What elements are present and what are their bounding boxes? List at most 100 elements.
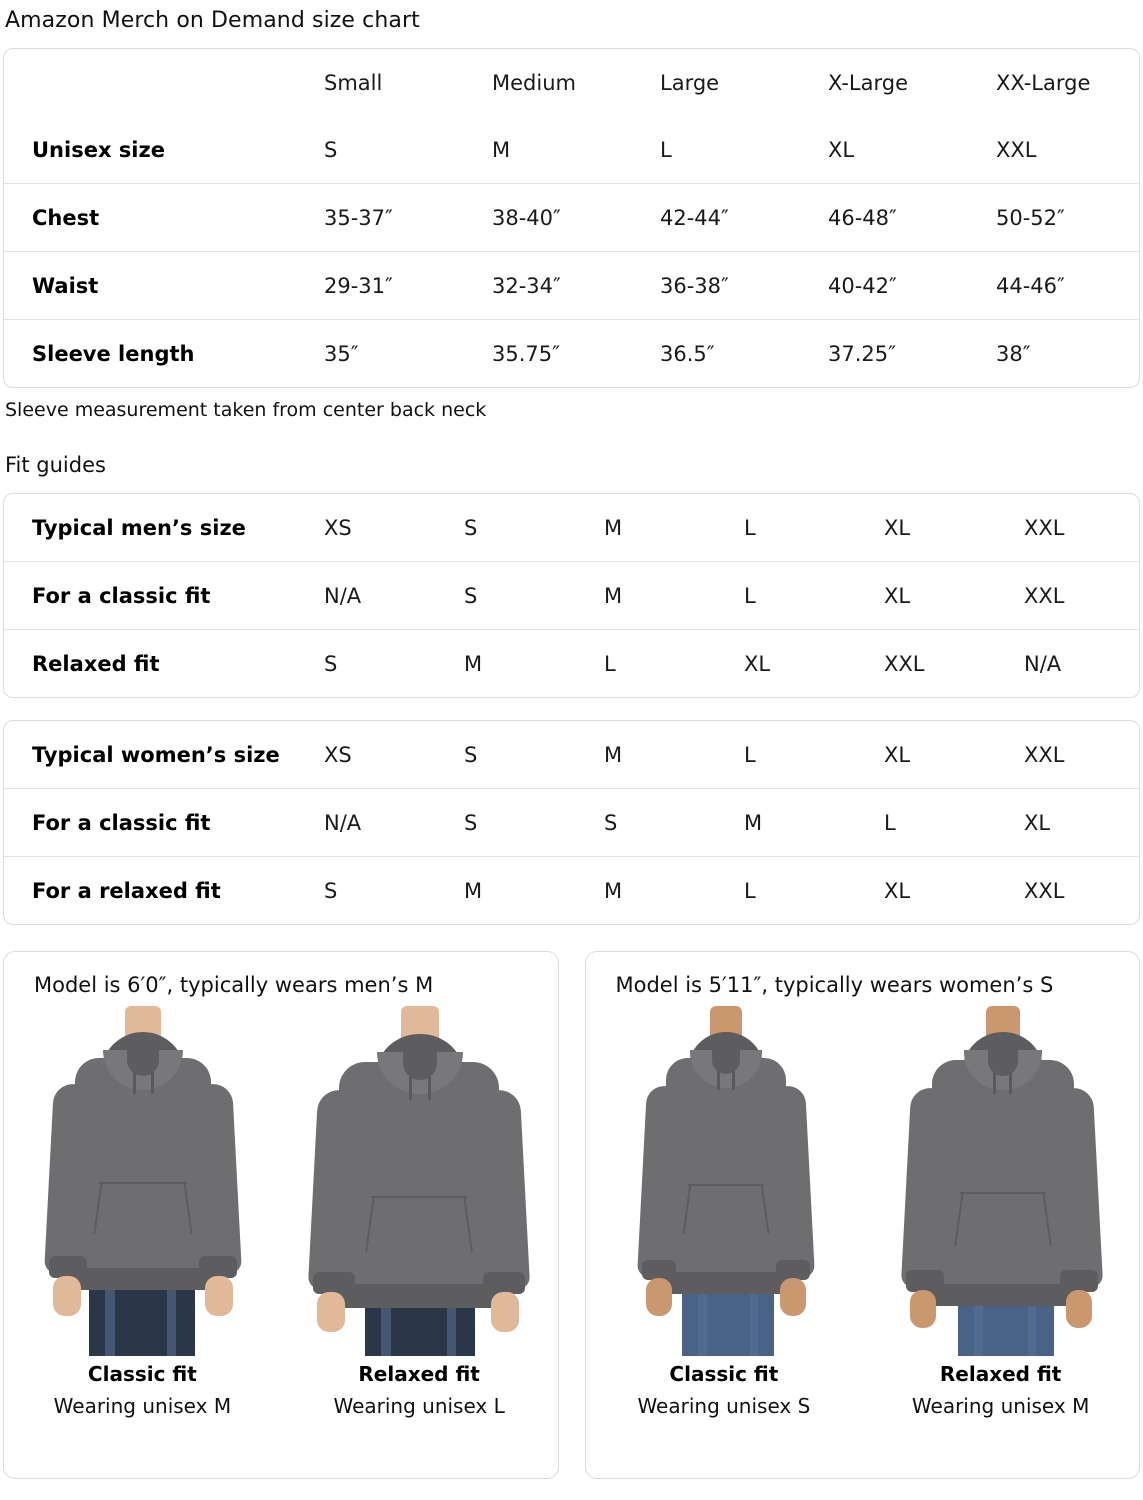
table-row: Sleeve length 35″ 35.75″ 36.5″ 37.25″ 38… (4, 319, 1139, 387)
cell: XXL (1024, 561, 1139, 630)
caption-wearing: Wearing unisex L (333, 1394, 505, 1418)
cell: L (744, 561, 884, 630)
cell: L (604, 629, 744, 697)
mens-relaxed-fit-photo (281, 1006, 558, 1356)
table-row: Typical women’s size XS S M L XL XXL (4, 721, 1139, 789)
mens-model-figures: Classic fit Wearing unisex M (4, 1000, 558, 1464)
table-row: Chest 35-37″ 38-40″ 42-44″ 46-48″ 50-52″ (4, 183, 1139, 252)
cell: XL (884, 742, 911, 767)
cell: XL (828, 137, 855, 162)
cell: XS (324, 742, 352, 767)
row-label-typical-mens-size: Typical men’s size (32, 515, 246, 540)
row-label-mens-classic-fit: For a classic fit (4, 561, 324, 630)
page-title: Amazon Merch on Demand size chart (5, 8, 420, 33)
cell: M (604, 515, 623, 540)
sleeve-measurement-note: Sleeve measurement taken from center bac… (5, 399, 487, 421)
cell: S (464, 561, 604, 630)
cell: L (744, 856, 884, 924)
caption-wearing: Wearing unisex M (53, 1394, 232, 1418)
cell: XXL (996, 137, 1037, 162)
cell: M (744, 788, 884, 857)
cell: N/A (1024, 629, 1139, 697)
caption-fit-label: Relaxed fit (358, 1362, 480, 1386)
header-cell-small: Small (324, 70, 383, 95)
womens-classic-fit-figure-col: Classic fit Wearing unisex S (586, 1000, 863, 1464)
cell: 42-44″ (660, 183, 828, 252)
cell: XXL (1024, 742, 1065, 767)
cell: S (324, 137, 338, 162)
cell: 46-48″ (828, 183, 996, 252)
table-header-row: Small Medium Large X-Large XX-Large (4, 49, 1139, 116)
cell: S (464, 788, 604, 857)
row-label-mens-relaxed-fit: Relaxed fit (4, 629, 324, 697)
cell: 32-34″ (492, 251, 660, 320)
measurements-table-card: Small Medium Large X-Large XX-Large Unis… (3, 48, 1140, 388)
mens-classic-fit-photo (4, 1006, 281, 1356)
cell: 37.25″ (828, 319, 996, 387)
caption-wearing: Wearing unisex S (637, 1394, 811, 1418)
cell: S (324, 856, 464, 924)
cell: N/A (324, 561, 464, 630)
cell: L (744, 742, 756, 767)
header-cell-blank (4, 49, 324, 116)
cell: M (604, 561, 744, 630)
row-label-womens-classic-fit: For a classic fit (4, 788, 324, 857)
cell: M (464, 856, 604, 924)
table-row: For a classic fit N/A S M L XL XXL (4, 561, 1139, 630)
mens-model-card: Model is 6′0″, typically wears men’s M (3, 951, 559, 1479)
table-row: Waist 29-31″ 32-34″ 36-38″ 40-42″ 44-46″ (4, 251, 1139, 320)
cell: 44-46″ (996, 251, 1139, 320)
cell: S (464, 742, 478, 767)
cell: 35-37″ (324, 183, 492, 252)
cell: XS (324, 515, 352, 540)
header-cell-xx-large: XX-Large (996, 70, 1091, 95)
cell: 38″ (996, 319, 1139, 387)
cell: 36.5″ (660, 319, 828, 387)
cell: L (744, 515, 756, 540)
cell: S (464, 515, 478, 540)
header-cell-large: Large (660, 70, 720, 95)
cell: 35.75″ (492, 319, 660, 387)
cell: XL (884, 515, 911, 540)
table-row: Typical men’s size XS S M L XL XXL (4, 494, 1139, 562)
row-label-sleeve-length: Sleeve length (4, 319, 324, 387)
cell: XXL (884, 629, 1024, 697)
womens-model-card-title: Model is 5′11″, typically wears women’s … (615, 973, 1054, 997)
cell: XL (884, 561, 1024, 630)
caption-fit-label: Classic fit (87, 1362, 197, 1386)
cell: L (884, 788, 1024, 857)
cell: N/A (324, 788, 464, 857)
womens-fit-guide-card: Typical women’s size XS S M L XL XXL For… (3, 720, 1140, 925)
mens-classic-fit-figure-col: Classic fit Wearing unisex M (4, 1000, 281, 1464)
cell: S (324, 629, 464, 697)
womens-model-figures: Classic fit Wearing unisex S (586, 1000, 1140, 1464)
mens-relaxed-fit-figure-col: Relaxed fit Wearing unisex L (281, 1000, 558, 1464)
cell: XXL (1024, 856, 1139, 924)
womens-classic-fit-photo (586, 1006, 863, 1356)
mens-model-card-title: Model is 6′0″, typically wears men’s M (34, 973, 434, 997)
row-label-chest: Chest (4, 183, 324, 252)
mens-fit-guide-card: Typical men’s size XS S M L XL XXL For a… (3, 493, 1140, 698)
womens-relaxed-fit-figure-col: Relaxed fit Wearing unisex M (862, 1000, 1139, 1464)
measurements-table: Small Medium Large X-Large XX-Large Unis… (4, 49, 1139, 387)
cell: M (492, 137, 511, 162)
table-row: Relaxed fit S M L XL XXL N/A (4, 629, 1139, 697)
cell: S (604, 788, 744, 857)
cell: 35″ (324, 319, 492, 387)
mens-fit-guide-table: Typical men’s size XS S M L XL XXL For a… (4, 494, 1139, 697)
row-label-womens-relaxed-fit: For a relaxed fit (4, 856, 324, 924)
womens-fit-guide-table: Typical women’s size XS S M L XL XXL For… (4, 721, 1139, 924)
caption-fit-label: Classic fit (669, 1362, 779, 1386)
row-label-typical-womens-size: Typical women’s size (32, 742, 280, 767)
caption-wearing: Wearing unisex M (911, 1394, 1090, 1418)
cell: XL (744, 629, 884, 697)
fit-guides-label: Fit guides (5, 453, 106, 477)
cell: XL (1024, 788, 1139, 857)
caption-fit-label: Relaxed fit (939, 1362, 1062, 1386)
cell: 40-42″ (828, 251, 996, 320)
cell: 29-31″ (324, 251, 492, 320)
cell: XL (884, 856, 1024, 924)
cell: M (604, 742, 623, 767)
cell: XXL (1024, 515, 1065, 540)
